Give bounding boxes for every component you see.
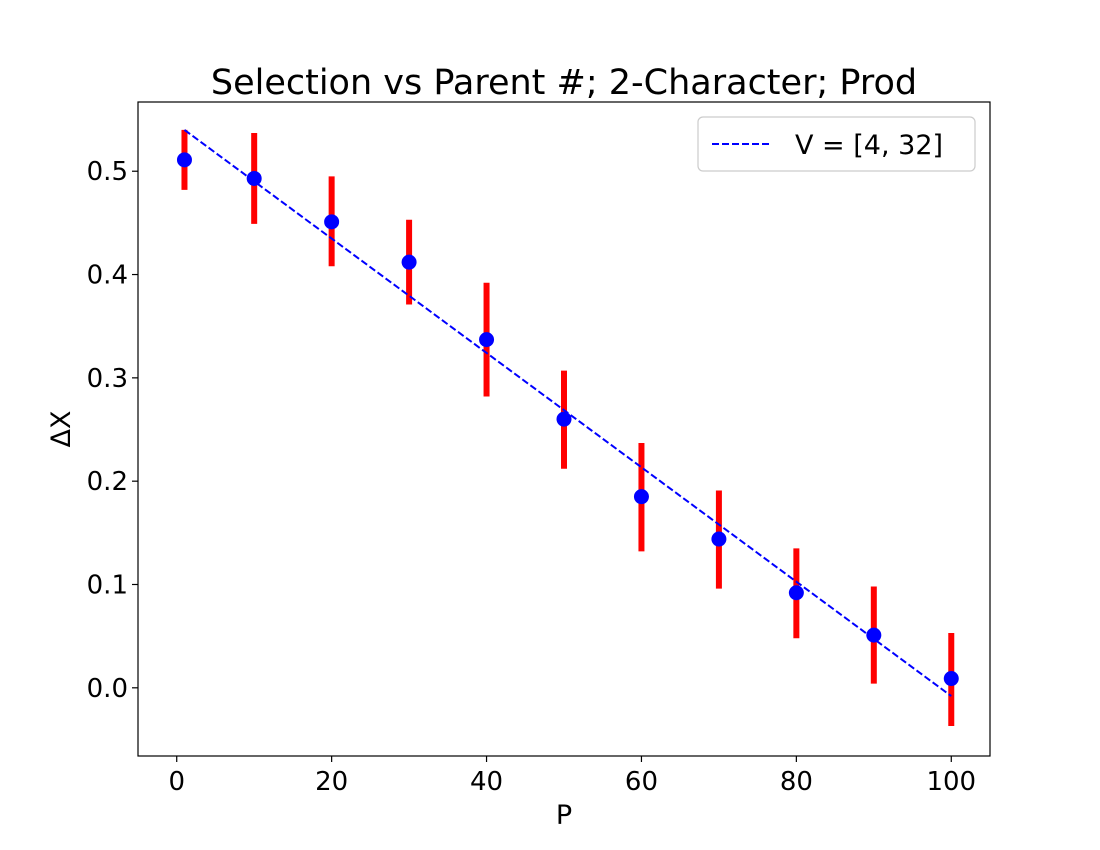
x-tick-label: 80 [780,767,813,797]
data-point [866,627,882,643]
data-point [479,332,495,348]
axes-frame [137,101,991,757]
x-tick-label: 100 [926,767,976,797]
x-tick-label: 40 [470,767,503,797]
x-axis: 0 20 40 60 80 100 [168,756,976,797]
y-tick-label: 0.3 [87,364,128,394]
chart-title: Selection vs Parent #; 2-Character; Prod [211,63,917,103]
y-tick-label: 0.2 [87,467,128,497]
y-tick-label: 0.5 [87,157,128,187]
legend-label: V = [4, 32] [795,130,943,161]
plot-area [176,129,959,727]
x-tick-label: 20 [315,767,348,797]
data-point [633,489,649,505]
y-axis-label: ΔX [46,411,77,448]
y-tick-label: 0.0 [87,674,128,704]
y-axis: 0.0 0.1 0.2 0.3 0.4 0.5 [87,157,138,704]
data-point [246,170,262,186]
x-tick-label: 0 [168,767,185,797]
x-tick-label: 60 [625,767,658,797]
y-tick-label: 0.4 [87,261,128,291]
data-point [788,585,804,601]
legend-box [697,116,976,172]
data-point [401,254,417,270]
data-point [176,152,192,168]
data-point [943,671,959,687]
legend: V = [4, 32] [697,116,976,172]
x-axis-label: P [556,800,572,831]
data-point [711,531,727,547]
data-point [556,411,572,427]
y-tick-label: 0.1 [87,570,128,600]
data-point [324,214,340,230]
